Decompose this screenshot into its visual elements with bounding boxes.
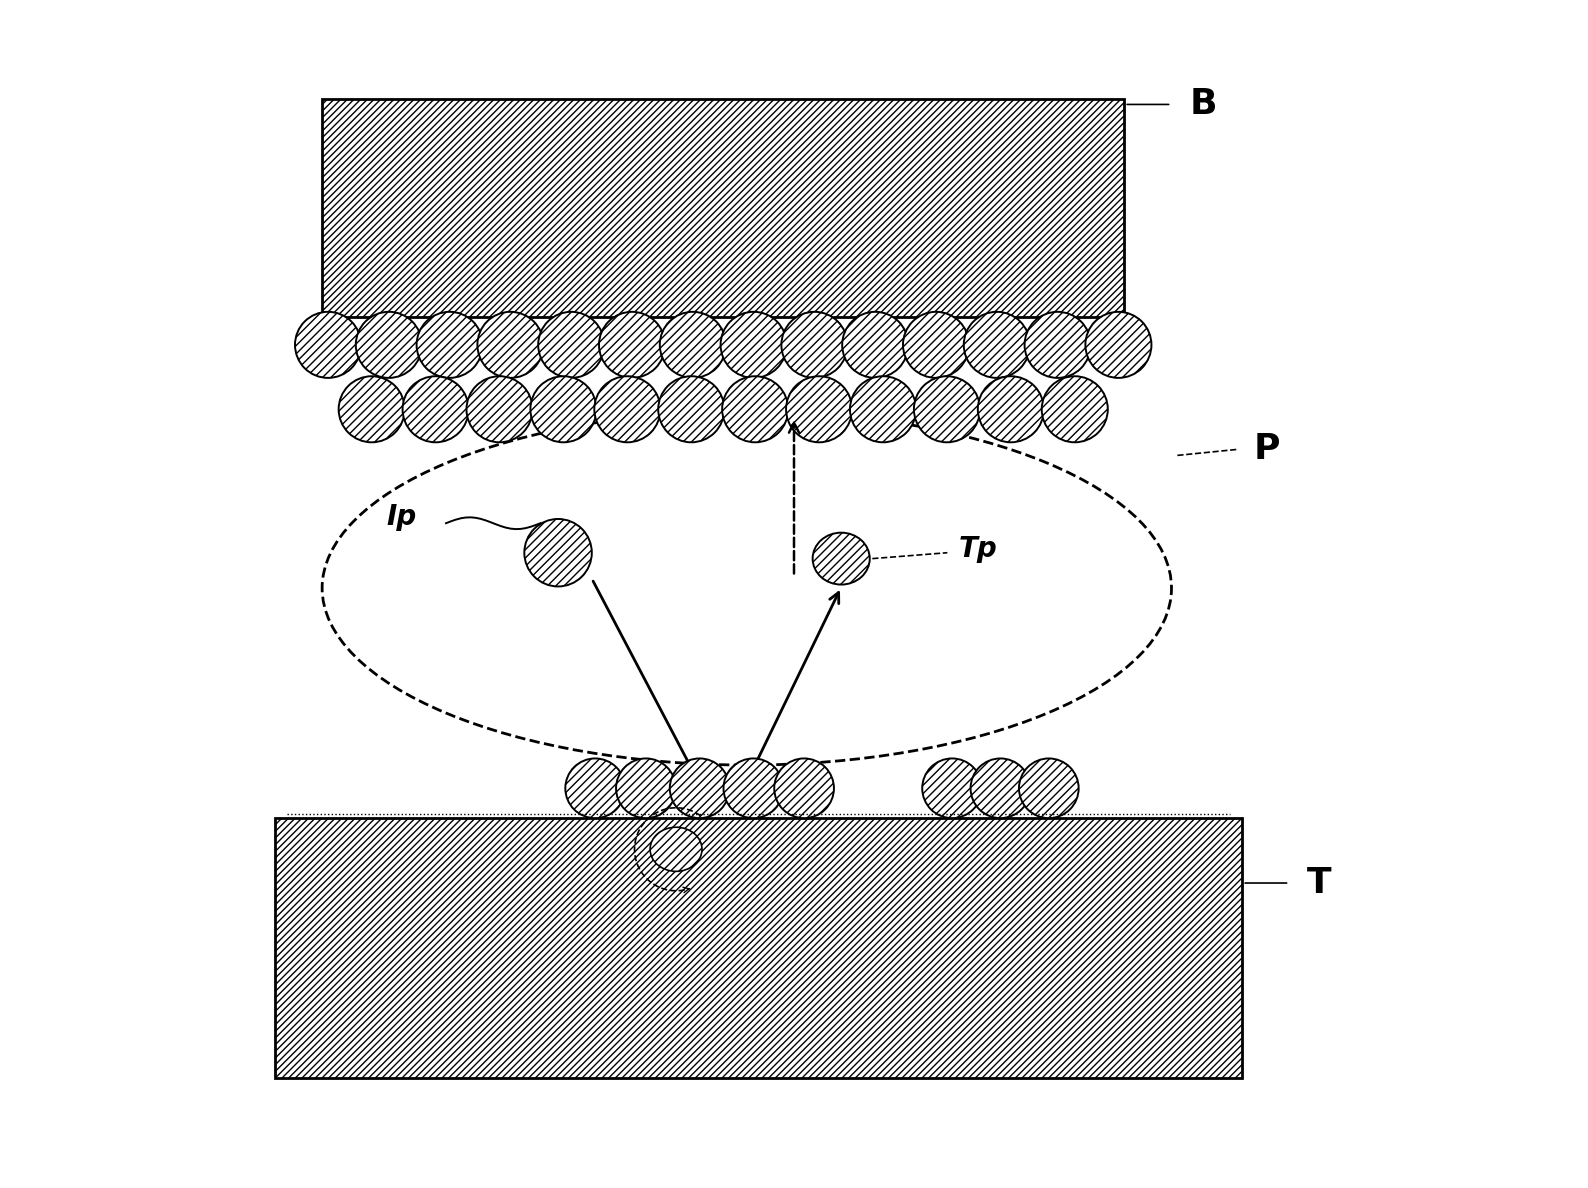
Ellipse shape	[978, 377, 1043, 442]
Ellipse shape	[524, 519, 592, 587]
Ellipse shape	[964, 311, 1031, 378]
Ellipse shape	[923, 758, 981, 819]
Ellipse shape	[599, 311, 665, 378]
Ellipse shape	[724, 758, 783, 819]
Text: P: P	[1255, 432, 1280, 467]
Ellipse shape	[786, 377, 853, 442]
Ellipse shape	[842, 311, 908, 378]
Ellipse shape	[467, 377, 532, 442]
Text: B: B	[1189, 88, 1216, 121]
Ellipse shape	[295, 311, 360, 378]
Ellipse shape	[723, 377, 788, 442]
Text: Ip: Ip	[386, 504, 416, 531]
Ellipse shape	[659, 377, 724, 442]
Ellipse shape	[721, 311, 786, 378]
Ellipse shape	[1024, 311, 1091, 378]
Ellipse shape	[403, 377, 468, 442]
Text: T: T	[1307, 866, 1332, 901]
Text: Tp: Tp	[959, 535, 997, 563]
Ellipse shape	[356, 311, 422, 378]
Ellipse shape	[670, 758, 729, 819]
Ellipse shape	[565, 758, 626, 819]
Ellipse shape	[813, 532, 870, 584]
Ellipse shape	[915, 377, 980, 442]
Ellipse shape	[616, 758, 676, 819]
Ellipse shape	[416, 311, 483, 378]
Ellipse shape	[781, 311, 848, 378]
Ellipse shape	[1085, 311, 1151, 378]
Ellipse shape	[1042, 377, 1108, 442]
Ellipse shape	[850, 377, 916, 442]
Ellipse shape	[649, 827, 702, 871]
FancyBboxPatch shape	[322, 99, 1124, 317]
Ellipse shape	[775, 758, 834, 819]
FancyBboxPatch shape	[275, 819, 1242, 1078]
Ellipse shape	[478, 311, 543, 378]
Ellipse shape	[538, 311, 605, 378]
Ellipse shape	[594, 377, 661, 442]
Ellipse shape	[338, 377, 405, 442]
Ellipse shape	[904, 311, 969, 378]
Ellipse shape	[530, 377, 597, 442]
Ellipse shape	[1019, 758, 1078, 819]
Ellipse shape	[659, 311, 726, 378]
Ellipse shape	[970, 758, 1031, 819]
